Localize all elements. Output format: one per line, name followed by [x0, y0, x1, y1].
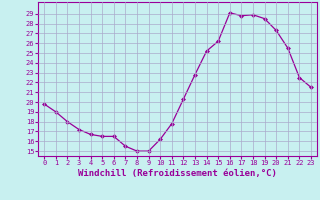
X-axis label: Windchill (Refroidissement éolien,°C): Windchill (Refroidissement éolien,°C)	[78, 169, 277, 178]
